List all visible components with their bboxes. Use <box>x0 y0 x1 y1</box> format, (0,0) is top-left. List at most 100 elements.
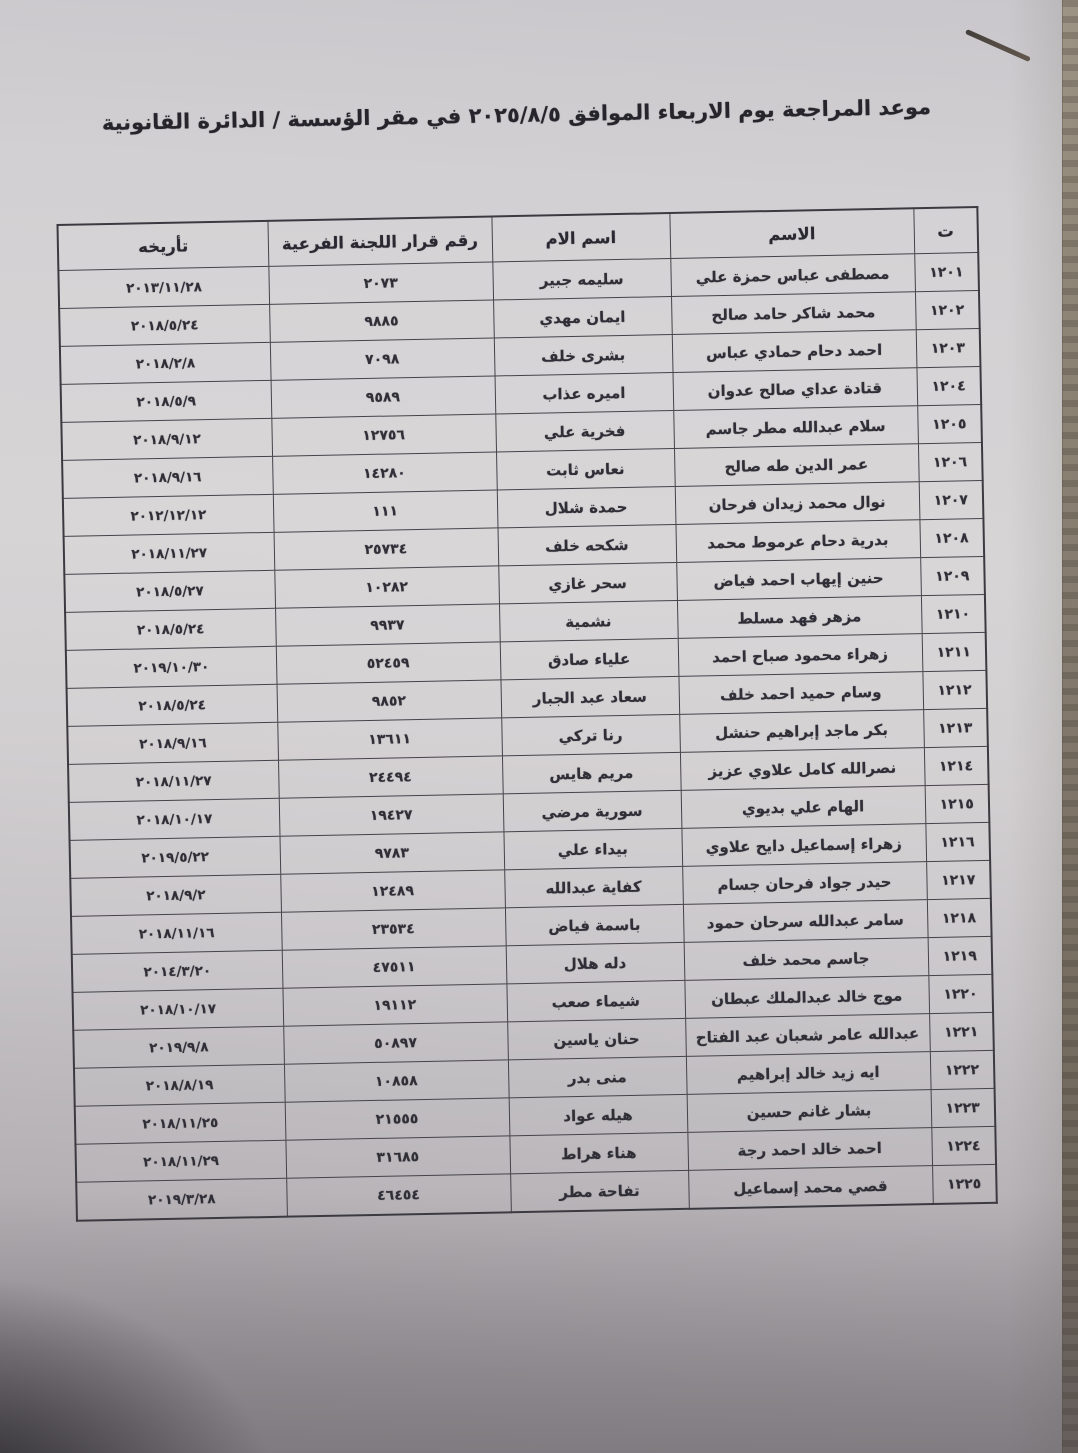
cell-mother-name: منى بدر <box>507 1056 687 1098</box>
col-header-mother: اسم الام <box>491 213 671 262</box>
cell-name: بشار غانم حسين <box>686 1089 932 1133</box>
cell-name: وسام حميد احمد خلف <box>678 671 924 715</box>
cell-decision-number: ٢٥٧٣٤ <box>273 527 499 571</box>
cell-name: موج خالد عبدالملك عبطان <box>684 975 930 1019</box>
cell-decision-number: ١١١ <box>272 489 498 533</box>
cell-name: قصي محمد إسماعيل <box>688 1165 933 1209</box>
cell-name: عمر الدين طه صالح <box>673 443 919 487</box>
cell-mother-name: كفاية عبدالله <box>504 866 683 908</box>
pen-mark <box>965 29 1031 62</box>
document-content: موعد المراجعة يوم الاربعاء الموافق ٢٠٢٥/… <box>56 88 998 1222</box>
cell-name: حنين إيهاب احمد فياض <box>676 557 921 601</box>
cell-date: ٢٠١٨/٥/٢٤ <box>66 684 278 727</box>
cell-date: ٢٠١٨/١١/٢٧ <box>68 760 279 803</box>
cell-mother-name: نعاس ثابت <box>496 448 675 490</box>
col-header-decision: رقم قرار اللجنة الفرعية <box>267 216 493 267</box>
cell-decision-number: ٩٩٣٧ <box>275 603 500 647</box>
cell-mother-name: باسمة فياض <box>504 904 684 946</box>
cell-decision-number: ١٣٦١١ <box>277 717 502 761</box>
cell-mother-name: تفاحة مطر <box>510 1170 689 1213</box>
cell-index: ١٢١٢ <box>922 670 988 710</box>
cell-decision-number: ١٤٢٨٠ <box>272 451 497 495</box>
page-title: موعد المراجعة يوم الاربعاء الموافق ٢٠٢٥/… <box>101 94 932 136</box>
cell-date: ٢٠١٨/٩/١٢ <box>61 418 273 461</box>
cell-index: ١٢١٨ <box>926 898 992 938</box>
cell-date: ٢٠١٣/١١/٢٨ <box>58 266 270 309</box>
cell-name: سلام عبدالله مطر جاسم <box>673 405 918 449</box>
cell-date: ٢٠١٨/٥/٢٤ <box>59 304 270 347</box>
cell-name: عبدالله عامر شعبان عبد الفتاح <box>685 1013 930 1057</box>
cell-date: ٢٠١٨/٥/٩ <box>60 380 272 423</box>
cell-name: احمد دحام حمادي عباس <box>671 329 917 373</box>
review-schedule-table: ت الاسم اسم الام رقم قرار اللجنة الفرعية… <box>56 205 998 1222</box>
cell-index: ١٢٢٣ <box>930 1088 996 1128</box>
cell-date: ٢٠١٨/٩/١٦ <box>67 722 279 765</box>
cell-date: ٢٠١٩/٩/٨ <box>73 1026 284 1069</box>
cell-name: نصرالله كامل علاوي عزيز <box>679 747 925 791</box>
cell-decision-number: ٥٢٤٥٩ <box>275 641 501 685</box>
cell-mother-name: سورية مرضي <box>502 790 682 832</box>
cell-index: ١٢٠٨ <box>919 518 985 558</box>
cell-date: ٢٠١٨/٩/١٦ <box>62 456 273 499</box>
cell-name: مصطفى عباس حمزة علي <box>670 253 915 297</box>
cell-date: ٢٠١٨/٢/٨ <box>59 342 271 385</box>
cell-decision-number: ١٢٤٨٩ <box>280 869 505 913</box>
cell-date: ٢٠١٨/١١/٢٧ <box>63 532 275 575</box>
photo-edge-strip <box>1062 0 1078 1453</box>
cell-decision-number: ٢٠٧٣ <box>268 261 494 305</box>
cell-date: ٢٠١٩/١٠/٣٠ <box>65 646 277 689</box>
cell-mother-name: فخرية علي <box>495 410 674 452</box>
cell-name: سامر عبدالله سرحان حمود <box>682 899 928 943</box>
cell-index: ١٢٠١ <box>914 252 979 292</box>
cell-mother-name: شكحه خلف <box>497 524 677 566</box>
cell-decision-number: ٩٧٨٣ <box>279 831 505 875</box>
cell-mother-name: هناء هراط <box>509 1132 689 1174</box>
cell-mother-name: نشمية <box>498 600 678 642</box>
cell-mother-name: شيماء صعب <box>506 980 686 1022</box>
cell-name: الهام علي بديوي <box>680 785 926 829</box>
cell-decision-number: ٣١٦٨٥ <box>285 1135 511 1179</box>
cell-decision-number: ١٢٧٥٦ <box>271 413 497 457</box>
cell-date: ٢٠١٤/٣/٢٠ <box>71 950 283 993</box>
cell-name: احمد خالد احمد رجة <box>687 1127 933 1171</box>
cell-mother-name: اميره عذاب <box>494 372 674 414</box>
cell-mother-name: دله هلال <box>505 942 685 984</box>
col-header-date: تأريخه <box>57 220 269 271</box>
cell-decision-number: ١٩١١٢ <box>282 983 508 1027</box>
cell-decision-number: ٩٨٨٥ <box>269 299 494 343</box>
cell-mother-name: حنان ياسين <box>507 1018 686 1060</box>
cell-date: ٢٠١٨/٥/٢٧ <box>64 570 276 613</box>
cell-name: حيدر جواد فرحان جسام <box>682 861 927 905</box>
cell-index: ١٢١١ <box>921 632 987 672</box>
cell-index: ١٢٠٦ <box>917 442 983 482</box>
cell-name: ايه زيد خالد إبراهيم <box>685 1051 931 1095</box>
cell-date: ٢٠١٢/١٢/١٢ <box>62 494 274 537</box>
cell-index: ١٢١٣ <box>923 708 988 748</box>
cell-mother-name: سحر غازي <box>498 562 677 604</box>
cell-name: مزهر فهد مسلط <box>676 595 922 639</box>
cell-index: ١٢٢١ <box>929 1012 994 1052</box>
cell-date: ٢٠١٨/٨/١٩ <box>73 1064 285 1107</box>
cell-name: نوال محمد زيدان فرحان <box>674 481 920 525</box>
cell-decision-number: ٩٨٥٢ <box>276 679 502 723</box>
cell-name: بدرية دحام عرموط محمد <box>675 519 921 563</box>
cell-decision-number: ٢٤٤٩٤ <box>278 755 503 799</box>
cell-index: ١٢٢٠ <box>928 974 994 1014</box>
cell-mother-name: مريم هايس <box>501 752 681 794</box>
cell-decision-number: ٤٦٤٥٤ <box>286 1173 511 1217</box>
cell-index: ١٢١٩ <box>927 936 993 976</box>
cell-index: ١٢٢٤ <box>931 1126 997 1166</box>
cell-decision-number: ٤٧٥١١ <box>281 945 507 989</box>
cell-decision-number: ٢٣٥٣٤ <box>280 907 506 951</box>
cell-name: بكر ماجد إبراهيم حنشل <box>679 709 924 753</box>
cell-index: ١٢١٧ <box>926 860 991 900</box>
cell-decision-number: ١٠٢٨٢ <box>274 565 499 609</box>
cell-date: ٢٠١٨/١٠/١٧ <box>68 798 280 841</box>
cell-mother-name: علياء صادق <box>499 638 679 680</box>
cell-index: ١٢١٠ <box>920 594 986 634</box>
cell-date: ٢٠١٨/١١/٢٥ <box>74 1102 286 1145</box>
cell-mother-name: حمدة شلال <box>496 486 676 528</box>
cell-name: جاسم محمد خلف <box>683 937 929 981</box>
cell-name: قتادة عداي صالح عدوان <box>672 367 918 411</box>
